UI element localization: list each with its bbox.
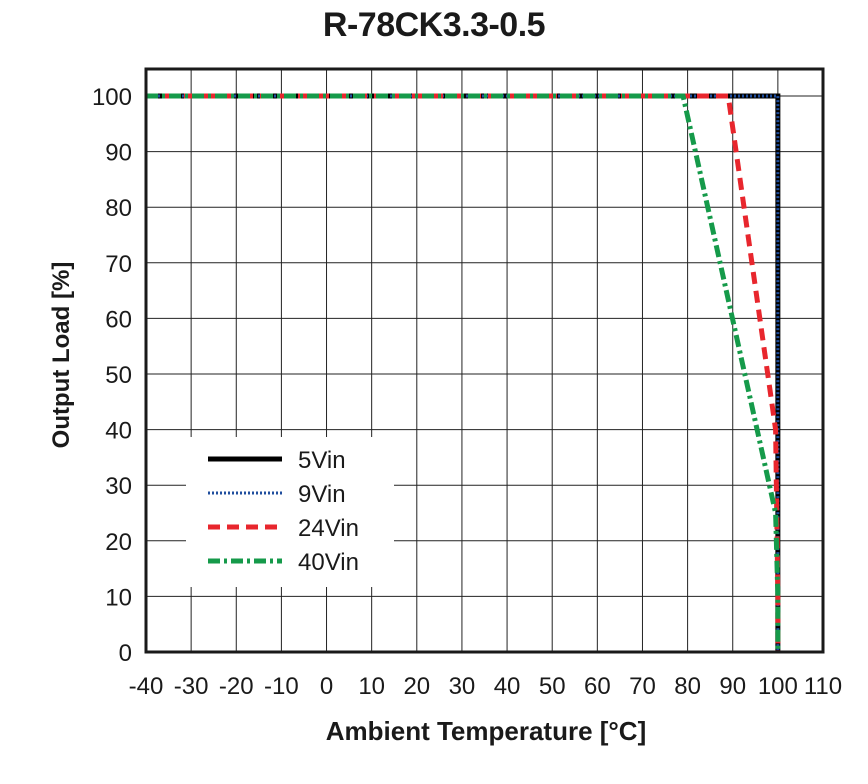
series-line-40vin [146,93,781,652]
y-tick-label: 90 [105,140,132,167]
y-tick-label: 20 [105,529,132,556]
y-tick-label: 70 [105,251,132,278]
x-tick-label: 90 [719,673,746,700]
x-tick-label: -30 [174,673,209,700]
x-tick-label: 60 [584,673,611,700]
x-tick-label: -10 [264,673,299,700]
legend-label: 40Vin [298,549,359,576]
x-tick-label: 40 [494,673,521,700]
y-tick-label: 80 [105,195,132,222]
y-axis-label: Output Load [%] [48,261,75,449]
tick-labels: -40 -30 -20 -10 0 10 20 30 40 50 60 70 80 90 100 110010… [92,84,842,700]
legend: 5Vin 9Vin 24Vin 40Vin [186,437,394,587]
y-tick-label: 10 [105,584,132,611]
x-axis-label: Ambient Temperature [°C] [325,716,647,746]
x-tick-label: 30 [449,673,476,700]
y-tick-label: 100 [92,84,132,111]
x-tick-label: -20 [219,673,254,700]
plot-frame [144,67,825,654]
series-lines [146,93,781,652]
x-tick-label: 110 [804,673,842,700]
x-tick-label: 70 [629,673,656,700]
x-tick-label: 0 [320,673,333,700]
x-tick-label: 80 [674,673,701,700]
legend-label: 5Vin [298,447,346,474]
y-tick-label: 40 [105,418,132,445]
legend-label: 24Vin [298,515,359,542]
y-tick-label: 30 [105,473,132,500]
x-tick-label: -40 [129,673,164,700]
chart-title: R-78CK3.3-0.5 [322,6,546,44]
y-tick-label: 50 [105,362,132,389]
legend-label: 9Vin [298,481,346,508]
x-tick-label: 100 [758,673,798,700]
x-tick-label: 20 [403,673,430,700]
y-tick-label: 0 [119,640,132,667]
x-tick-label: 50 [539,673,566,700]
x-tick-label: 10 [358,673,385,700]
legend-box [186,437,394,587]
y-tick-label: 60 [105,306,132,333]
